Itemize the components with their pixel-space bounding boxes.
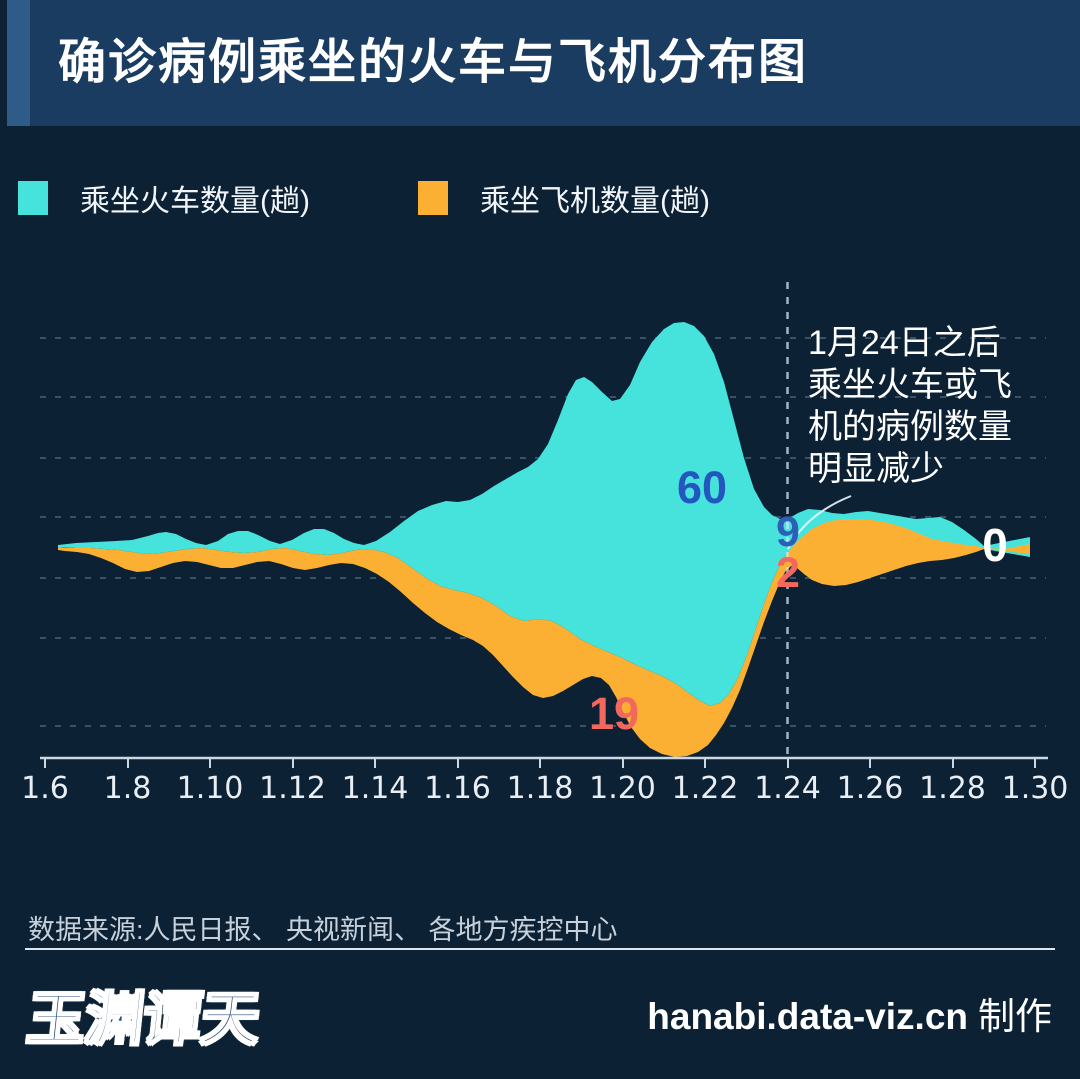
x-tick-label: 1.30 bbox=[1001, 771, 1069, 806]
x-tick-mark bbox=[786, 758, 789, 768]
plane-peak-value-label: 19 bbox=[588, 688, 640, 739]
title-bar-dark-edge bbox=[0, 0, 7, 126]
end-value-label: 0 bbox=[982, 519, 1008, 571]
x-tick-label: 1.28 bbox=[919, 771, 986, 806]
x-tick-mark bbox=[951, 758, 954, 768]
brand-logo: 玉渊谭天 bbox=[23, 984, 264, 1054]
annotation-line: 1月24日之后 bbox=[808, 324, 1001, 362]
x-tick-mark bbox=[374, 758, 376, 768]
x-tick-label: 1.16 bbox=[424, 771, 491, 806]
cutoff-annotation-text: 1月24日之后 乘坐火车或飞 机的病例数量 明显减少 bbox=[808, 322, 1078, 490]
gridlines bbox=[40, 337, 1046, 727]
x-tick-label: 1.18 bbox=[506, 771, 574, 806]
x-tick-label: 1.12 bbox=[259, 771, 326, 806]
train-stream-area bbox=[58, 322, 1030, 706]
x-tick-mark bbox=[539, 758, 541, 768]
x-tick-mark bbox=[1034, 758, 1036, 768]
x-tick-mark bbox=[704, 758, 706, 768]
x-tick-label: 1.8 bbox=[103, 771, 152, 806]
x-tick-label: 1.22 bbox=[671, 771, 739, 806]
x-tick-label: 1.14 bbox=[341, 771, 409, 806]
title-bar: 确诊病例乘坐的火车与飞机分布图 bbox=[0, 0, 1080, 126]
data-source-note: 数据来源:人民日报、 央视新闻、 各地方疾控中心 bbox=[28, 915, 618, 945]
page-title: 确诊病例乘坐的火车与飞机分布图 bbox=[58, 36, 809, 89]
legend-item-train: 乘坐火车数量(趟) bbox=[18, 176, 310, 220]
x-tick-label: 1.6 bbox=[21, 771, 69, 806]
train-color-swatch bbox=[18, 181, 48, 215]
x-tick-label: 1.20 bbox=[589, 771, 656, 806]
credit-site: hanabi.data-viz.cn bbox=[647, 996, 968, 1037]
annotation-line: 乘坐火车或飞 bbox=[808, 366, 1012, 404]
x-tick-mark bbox=[44, 758, 46, 768]
x-tick-label: 1.24 bbox=[754, 771, 821, 806]
legend-label-train: 乘坐火车数量(趟) bbox=[80, 185, 310, 218]
plane-cutoff-value-label: 2 bbox=[776, 549, 800, 597]
x-tick-label: 1.10 bbox=[176, 771, 244, 806]
legend-item-plane: 乘坐飞机数量(趟) bbox=[418, 176, 710, 220]
credit-suffix: 制作 bbox=[978, 996, 1052, 1037]
x-tick-mark bbox=[209, 758, 211, 768]
x-tick-mark bbox=[621, 758, 624, 768]
title-bar-accent-stripe bbox=[7, 0, 30, 126]
annotation-line: 机的病例数量 bbox=[808, 408, 1012, 446]
train-cutoff-value-label: 9 bbox=[776, 508, 800, 556]
credit-line: hanabi.data-viz.cn 制作 bbox=[647, 986, 1052, 1040]
x-tick-mark bbox=[869, 758, 871, 768]
x-tick-mark bbox=[126, 758, 129, 768]
plane-stream-area bbox=[58, 519, 1030, 757]
x-tick-mark bbox=[456, 758, 459, 768]
x-tick-mark bbox=[291, 758, 294, 768]
annotation-line: 明显减少 bbox=[808, 450, 944, 488]
legend-label-plane: 乘坐飞机数量(趟) bbox=[480, 185, 710, 218]
footer-divider bbox=[25, 948, 1055, 950]
annotation-connector-line bbox=[787, 495, 852, 550]
train-peak-value-label: 60 bbox=[676, 462, 728, 513]
plane-color-swatch bbox=[418, 181, 448, 215]
x-tick-label: 1.26 bbox=[836, 771, 904, 806]
